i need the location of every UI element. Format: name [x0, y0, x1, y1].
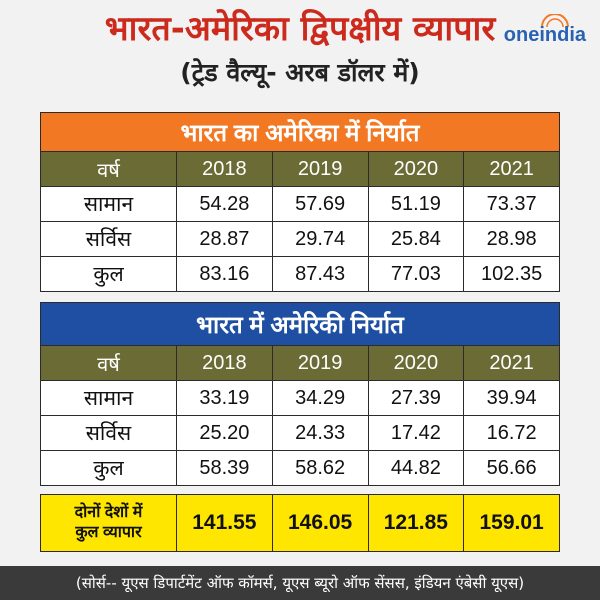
table-cell: 16.72 [463, 415, 560, 451]
table-cell: 39.94 [463, 380, 560, 416]
table-cell: 58.62 [271, 450, 369, 486]
import-table-heading: भारत में अमेरिकी निर्यात [40, 302, 560, 346]
row-label: सामान [40, 186, 177, 222]
column-header-year: वर्ष [40, 151, 177, 187]
brand-logo: oneindia [496, 14, 586, 46]
table-cell: 28.98 [463, 221, 560, 257]
table-row: दोनों देशों में कुल व्यापार 141.55 146.0… [40, 494, 560, 552]
table-row: सामान 54.28 57.69 51.19 73.37 [40, 186, 560, 222]
row-label: सर्विस [40, 221, 177, 257]
table-cell: 87.43 [271, 256, 369, 292]
table-cell: 25.20 [176, 415, 273, 451]
table-cell: 27.39 [367, 380, 465, 416]
column-header-year: वर्ष [40, 345, 177, 381]
table-cell: 25.84 [367, 221, 465, 257]
table-row: सामान 33.19 34.29 27.39 39.94 [40, 380, 560, 416]
table-cell: 83.16 [176, 256, 273, 292]
export-table-heading: भारत का अमेरिका में निर्यात [40, 112, 560, 152]
total-trade-2021: 159.01 [463, 494, 560, 552]
table-cell: 33.19 [176, 380, 273, 416]
total-trade-2018: 141.55 [176, 494, 273, 552]
logo-text: oneindia [503, 24, 586, 46]
table-cell: 58.39 [176, 450, 273, 486]
total-trade-label-line1: दोनों देशों में [74, 504, 143, 521]
table-cell: 73.37 [463, 186, 560, 222]
total-trade-2019: 146.05 [271, 494, 369, 552]
page-title: भारत-अमेरिका द्विपक्षीय व्यापार [104, 9, 496, 49]
column-header-2020: 2020 [367, 151, 465, 187]
table-cell: 44.82 [367, 450, 465, 486]
logo-arc-icon [541, 14, 569, 28]
column-header-2019: 2019 [271, 345, 369, 381]
table-cell: 54.28 [176, 186, 273, 222]
row-label: कुल [40, 450, 177, 486]
table-cell: 24.33 [271, 415, 369, 451]
column-header-2018: 2018 [176, 345, 273, 381]
total-trade-2020: 121.85 [367, 494, 465, 552]
table-cell: 77.03 [367, 256, 465, 292]
column-header-2021: 2021 [463, 151, 560, 187]
row-label: कुल [40, 256, 177, 292]
table-cell: 34.29 [271, 380, 369, 416]
import-table: भारत में अमेरिकी निर्यात वर्ष 2018 2019 … [40, 302, 560, 486]
row-label: सर्विस [40, 415, 177, 451]
source-note: (सोर्स-- यूएस डिपार्टमेंट ऑफ कॉमर्स, यूए… [0, 566, 600, 600]
row-label: सामान [40, 380, 177, 416]
column-header-2018: 2018 [176, 151, 273, 187]
table-row: सर्विस 28.87 29.74 25.84 28.98 [40, 221, 560, 257]
total-trade-table: दोनों देशों में कुल व्यापार 141.55 146.0… [40, 494, 560, 552]
page-subtitle: (ट्रेड वैल्यू- अरब डॉलर में) [180, 58, 420, 87]
total-trade-label-line2: कुल व्यापार [75, 524, 142, 541]
table-row: कुल 83.16 87.43 77.03 102.35 [40, 256, 560, 292]
table-row: सर्विस 25.20 24.33 17.42 16.72 [40, 415, 560, 451]
total-trade-label: दोनों देशों में कुल व्यापार [40, 494, 177, 552]
table-cell: 102.35 [463, 256, 560, 292]
table-cell: 17.42 [367, 415, 465, 451]
table-cell: 51.19 [367, 186, 465, 222]
table-cell: 57.69 [271, 186, 369, 222]
column-header-2020: 2020 [367, 345, 465, 381]
export-table: भारत का अमेरिका में निर्यात वर्ष 2018 20… [40, 112, 560, 292]
column-header-2019: 2019 [271, 151, 369, 187]
table-row: कुल 58.39 58.62 44.82 56.66 [40, 450, 560, 486]
column-header-2021: 2021 [463, 345, 560, 381]
table-cell: 29.74 [271, 221, 369, 257]
table-cell: 56.66 [463, 450, 560, 486]
table-cell: 28.87 [176, 221, 273, 257]
